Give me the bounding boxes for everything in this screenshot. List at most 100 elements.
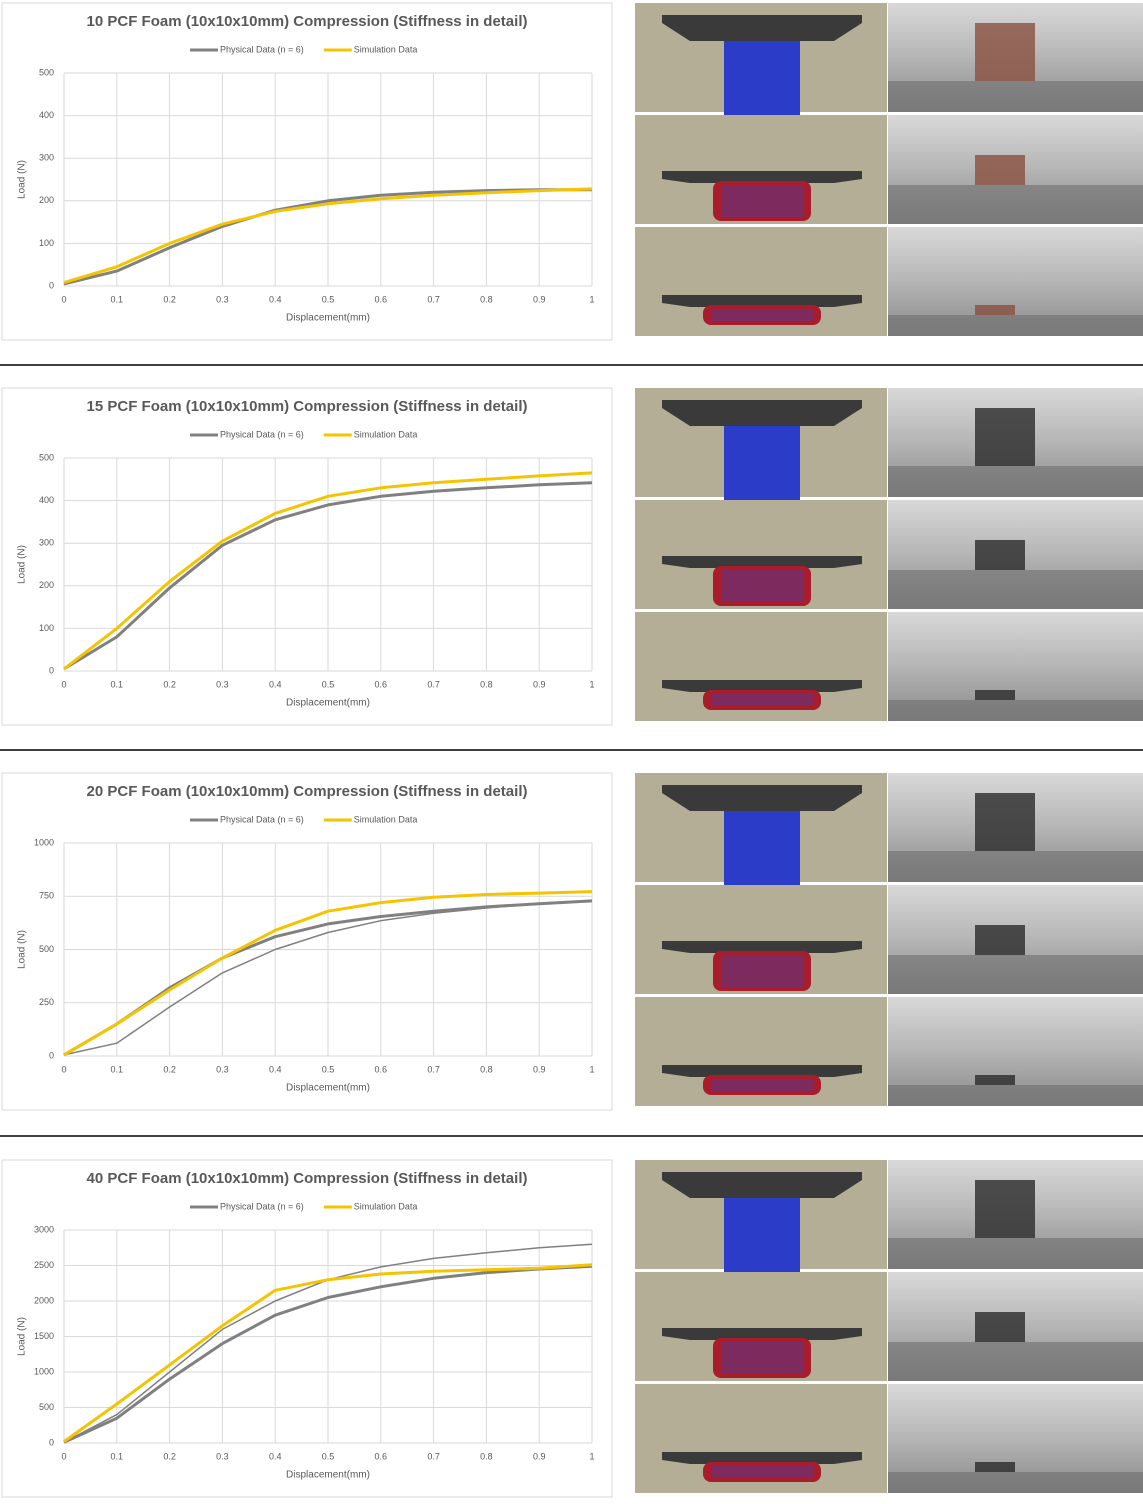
y-tick-label: 0: [49, 1050, 54, 1060]
y-tick-label: 300: [39, 153, 54, 163]
chart-frame: [2, 388, 612, 725]
legend-label: Simulation Data: [354, 814, 418, 824]
x-tick-label: 0.2: [163, 1451, 176, 1461]
legend-label: Physical Data (n = 6): [220, 1201, 304, 1211]
x-tick-label: 0.3: [216, 679, 229, 689]
chart-frame: [2, 773, 612, 1110]
photo-base: [888, 1238, 1143, 1269]
photo-specimen: [975, 1462, 1015, 1472]
foam-texture: [721, 955, 803, 987]
x-tick-label: 0.7: [427, 294, 440, 304]
x-axis-title: Displacement(mm): [286, 698, 370, 709]
photo-base: [888, 570, 1143, 609]
x-axis-title: Displacement(mm): [286, 1083, 370, 1094]
x-tick-label: 0.1: [111, 679, 124, 689]
foam-texture: [711, 309, 813, 321]
foam-sample: [724, 1198, 800, 1276]
y-tick-label: 400: [39, 110, 54, 120]
x-tick-label: 0.1: [111, 294, 124, 304]
x-tick-label: 0: [61, 1064, 66, 1074]
platen: [662, 1172, 862, 1198]
y-tick-label: 200: [39, 580, 54, 590]
y-tick-label: 0: [49, 280, 54, 290]
x-tick-label: 0.6: [375, 294, 388, 304]
y-tick-label: 500: [39, 452, 54, 462]
y-tick-label: 0: [49, 665, 54, 675]
y-tick-label: 1500: [34, 1331, 54, 1341]
chart-title: 15 PCF Foam (10x10x10mm) Compression (St…: [87, 398, 528, 415]
y-tick-label: 400: [39, 495, 54, 505]
legend-label: Simulation Data: [354, 44, 418, 54]
legend-label: Simulation Data: [354, 1201, 418, 1211]
foam-texture: [721, 185, 803, 217]
photo-base: [888, 466, 1143, 497]
y-axis-title: Load (N): [17, 1317, 28, 1356]
x-tick-label: 0.4: [269, 1451, 282, 1461]
foam-sample: [724, 41, 800, 119]
x-tick-label: 1: [589, 679, 594, 689]
x-tick-label: 0.6: [375, 679, 388, 689]
photo-specimen: [975, 23, 1035, 81]
y-tick-label: 0: [49, 1437, 54, 1447]
photo-specimen: [975, 1075, 1015, 1085]
platen: [662, 15, 862, 41]
x-tick-label: 0.3: [216, 1451, 229, 1461]
y-axis-title: Load (N): [17, 545, 28, 584]
platen: [662, 400, 862, 426]
foam-texture: [711, 694, 813, 706]
y-tick-label: 2500: [34, 1260, 54, 1270]
x-axis-title: Displacement(mm): [286, 313, 370, 324]
foam-texture: [721, 570, 803, 602]
y-tick-label: 200: [39, 195, 54, 205]
x-tick-label: 0.4: [269, 1064, 282, 1074]
x-tick-label: 0.9: [533, 679, 546, 689]
y-tick-label: 100: [39, 238, 54, 248]
photo-base: [888, 955, 1143, 994]
photo-specimen: [975, 793, 1035, 851]
photo-base: [888, 81, 1143, 112]
x-tick-label: 0.5: [322, 1064, 335, 1074]
photo-specimen: [975, 540, 1025, 570]
x-tick-label: 0.7: [427, 1451, 440, 1461]
x-axis-title: Displacement(mm): [286, 1470, 370, 1481]
foam-sample: [724, 426, 800, 504]
legend-label: Physical Data (n = 6): [220, 44, 304, 54]
y-tick-label: 500: [39, 67, 54, 77]
y-tick-label: 300: [39, 538, 54, 548]
platen: [662, 785, 862, 811]
foam-texture: [711, 1466, 813, 1478]
y-tick-label: 500: [39, 944, 54, 954]
photo-base: [888, 700, 1143, 721]
chart-frame: [2, 3, 612, 340]
x-tick-label: 0: [61, 1451, 66, 1461]
x-tick-label: 0.5: [322, 294, 335, 304]
x-tick-label: 0.6: [375, 1451, 388, 1461]
x-tick-label: 0: [61, 294, 66, 304]
photo-base: [888, 315, 1143, 336]
chart-title: 40 PCF Foam (10x10x10mm) Compression (St…: [87, 1170, 528, 1187]
x-tick-label: 0.8: [480, 1064, 493, 1074]
x-tick-label: 0.8: [480, 679, 493, 689]
photo-base: [888, 1472, 1143, 1493]
x-tick-label: 0.8: [480, 294, 493, 304]
x-tick-label: 0.1: [111, 1064, 124, 1074]
foam-sample: [724, 811, 800, 889]
chart-title: 10 PCF Foam (10x10x10mm) Compression (St…: [87, 13, 528, 30]
y-tick-label: 250: [39, 997, 54, 1007]
x-tick-label: 1: [589, 294, 594, 304]
y-tick-label: 750: [39, 891, 54, 901]
x-tick-label: 0.8: [480, 1451, 493, 1461]
figure: 10 PCF Foam (10x10x10mm) Compression (St…: [0, 0, 1143, 1499]
y-tick-label: 1000: [34, 1366, 54, 1376]
x-tick-label: 1: [589, 1064, 594, 1074]
chart-title: 20 PCF Foam (10x10x10mm) Compression (St…: [87, 783, 528, 800]
x-tick-label: 0.5: [322, 1451, 335, 1461]
x-tick-label: 0.2: [163, 1064, 176, 1074]
x-tick-label: 0.9: [533, 1451, 546, 1461]
y-tick-label: 500: [39, 1402, 54, 1412]
photo-base: [888, 1342, 1143, 1381]
photo-specimen: [975, 1180, 1035, 1238]
photo-base: [888, 851, 1143, 882]
y-tick-label: 100: [39, 623, 54, 633]
x-tick-label: 0.7: [427, 679, 440, 689]
